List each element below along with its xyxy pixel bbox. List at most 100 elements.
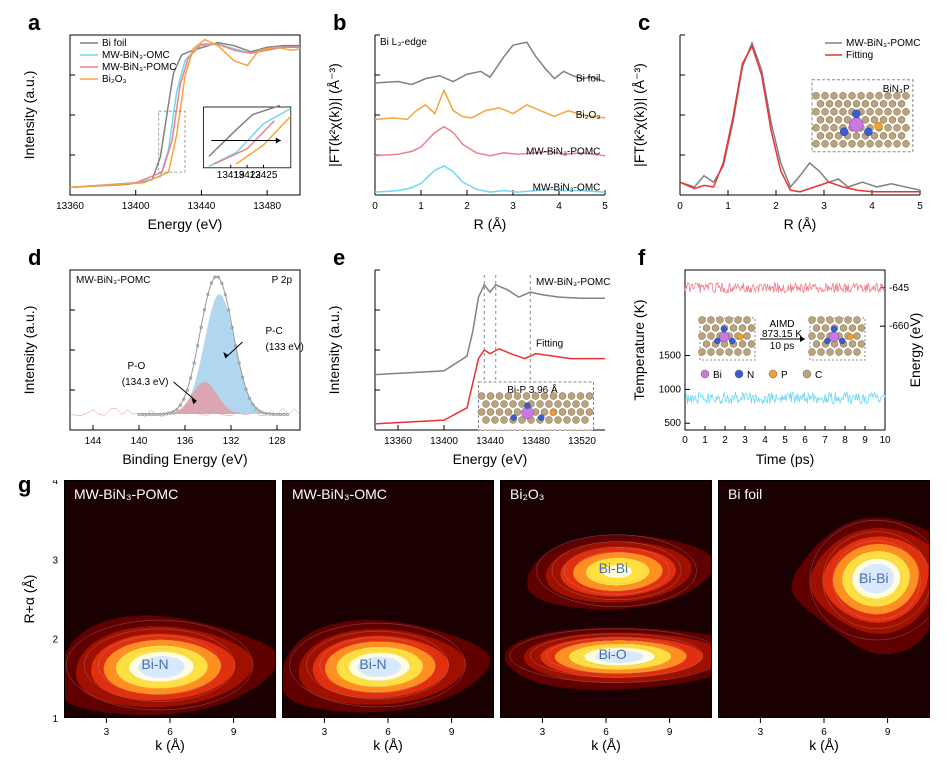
bond-label-2: Bi-Bi (599, 560, 629, 576)
svg-text:10 ps: 10 ps (770, 341, 794, 352)
svg-text:Intensity (a.u.): Intensity (a.u.) (326, 306, 342, 395)
svg-text:7: 7 (822, 435, 828, 446)
svg-text:N: N (747, 370, 754, 381)
svg-text:Intensity (a.u.): Intensity (a.u.) (21, 306, 37, 395)
panel-label-f: f (638, 245, 645, 271)
panel-a: a 13360 13400 13440 13480 Energy (eV) Intensi… (20, 10, 310, 235)
svg-text:10: 10 (879, 435, 891, 446)
svg-text:k (Å): k (Å) (155, 737, 185, 753)
svg-text:2: 2 (464, 201, 470, 212)
svg-text:P-O: P-O (128, 361, 146, 372)
svg-text:MW-BiN₃-POMC: MW-BiN₃-POMC (102, 62, 176, 73)
svg-text:1: 1 (418, 201, 424, 212)
panel-label-e: e (333, 245, 345, 271)
svg-text:2: 2 (773, 201, 779, 212)
svg-text:0: 0 (677, 201, 683, 212)
svg-text:(134.3 eV): (134.3 eV) (122, 377, 169, 388)
svg-text:9: 9 (449, 727, 455, 738)
svg-text:3: 3 (510, 201, 516, 212)
svg-text:R (Å): R (Å) (784, 216, 817, 232)
svg-text:k (Å): k (Å) (809, 737, 839, 753)
svg-text:3: 3 (758, 727, 764, 738)
svg-text:13360: 13360 (384, 436, 412, 447)
svg-text:3: 3 (322, 727, 328, 738)
svg-text:1000: 1000 (659, 384, 682, 395)
svg-text:|FT(k²χ(k))| (Å⁻³): |FT(k²χ(k))| (Å⁻³) (326, 63, 342, 167)
svg-text:k (Å): k (Å) (373, 737, 403, 753)
svg-text:3: 3 (104, 727, 110, 738)
svg-text:9: 9 (862, 435, 868, 446)
wavelet-title: Bi₂O₃ (510, 486, 544, 502)
panel-label-d: d (28, 245, 41, 271)
svg-text:136: 136 (177, 436, 194, 447)
wavelet-title: MW-BiN₃-OMC (292, 486, 387, 502)
bond-label: Bi-Bi (859, 570, 889, 586)
svg-text:k (Å): k (Å) (591, 737, 621, 753)
svg-text:13425: 13425 (250, 170, 278, 181)
svg-text:Energy (eV): Energy (eV) (453, 451, 528, 467)
svg-text:5: 5 (782, 435, 788, 446)
svg-text:3: 3 (742, 435, 748, 446)
svg-text:P-C: P-C (266, 326, 283, 337)
svg-text:13360: 13360 (56, 201, 84, 212)
panel-f: f 01234567891050010001500-660-645Time (p… (630, 245, 930, 470)
svg-text:13440: 13440 (188, 201, 216, 212)
wavelet-3: Bi foilBi-Bi369k (Å) (718, 480, 930, 768)
svg-text:Fitting: Fitting (846, 50, 873, 61)
svg-text:9: 9 (667, 727, 673, 738)
svg-text:(133 eV): (133 eV) (266, 342, 304, 353)
panel-label-a: a (28, 10, 40, 36)
svg-text:9: 9 (885, 727, 891, 738)
svg-text:Temperature (K): Temperature (K) (631, 299, 647, 400)
svg-text:Intensity (a.u.): Intensity (a.u.) (21, 71, 37, 160)
svg-text:Time (ps): Time (ps) (756, 451, 815, 467)
svg-text:9: 9 (231, 727, 237, 738)
panel-b: b 0 1 2 3 4 5 R (Å) |FT(k²χ(k))| (Å⁻³) Bi L₃-edg… (325, 10, 615, 235)
svg-text:6: 6 (802, 435, 808, 446)
svg-text:P: P (781, 370, 788, 381)
panel-e: e 1336013400134401348013520Energy (eV)In… (325, 245, 615, 470)
wavelet-1: MW-BiN₃-OMCBi-N369k (Å) (282, 480, 494, 768)
svg-text:132: 132 (223, 436, 240, 447)
svg-text:140: 140 (131, 436, 148, 447)
svg-text:Bi L₃-edge: Bi L₃-edge (380, 37, 427, 48)
svg-text:1500: 1500 (659, 351, 682, 362)
svg-text:C: C (815, 370, 822, 381)
svg-text:4: 4 (52, 480, 58, 487)
svg-text:13440: 13440 (476, 436, 504, 447)
svg-text:2: 2 (52, 635, 58, 646)
panel-label-c: c (638, 10, 650, 36)
svg-text:Energy (eV): Energy (eV) (148, 216, 223, 232)
svg-text:5: 5 (602, 201, 608, 212)
svg-text:0: 0 (372, 201, 378, 212)
svg-text:4: 4 (556, 201, 562, 212)
svg-text:MW-BiN₃-OMC: MW-BiN₃-OMC (102, 50, 170, 61)
svg-text:Bi: Bi (713, 370, 722, 381)
svg-text:2: 2 (722, 435, 728, 446)
wavelet-0: MW-BiN₃-POMCBi-N369k (Å) (64, 480, 276, 768)
panel-c: c 012345R (Å)|FT(k²χ(k))| (Å⁻³)MW-BiN₃-P… (630, 10, 930, 235)
svg-text:MW-BiN₃-POMC: MW-BiN₃-POMC (76, 275, 150, 286)
svg-text:13480: 13480 (253, 201, 281, 212)
svg-text:5: 5 (917, 201, 923, 212)
svg-text:3: 3 (821, 201, 827, 212)
svg-text:0: 0 (682, 435, 688, 446)
svg-text:1: 1 (702, 435, 708, 446)
svg-text:Fitting: Fitting (536, 338, 563, 349)
svg-text:3: 3 (540, 727, 546, 738)
svg-text:1: 1 (725, 201, 731, 212)
svg-text:P 2p: P 2p (272, 275, 293, 286)
svg-text:Binding Energy (eV): Binding Energy (eV) (122, 451, 247, 467)
bond-label: Bi-N (141, 656, 168, 672)
svg-text:-645: -645 (889, 283, 909, 294)
wavelet-2: Bi₂O₃Bi-OBi-Bi369k (Å) (500, 480, 712, 768)
svg-text:Bi foil: Bi foil (102, 38, 126, 49)
svg-text:13400: 13400 (122, 201, 150, 212)
panel-label-b: b (333, 10, 346, 36)
svg-text:4: 4 (762, 435, 768, 446)
panel-d: d 144140136132128Binding Energy (eV)Inte… (20, 245, 310, 470)
svg-text:R (Å): R (Å) (474, 216, 507, 232)
svg-text:8: 8 (842, 435, 848, 446)
svg-text:MW-BiN₃-POMC: MW-BiN₃-POMC (526, 146, 600, 157)
panel-g: g R+α (Å)1234MW-BiN₃-POMCBi-N369k (Å)MW-… (20, 480, 930, 768)
